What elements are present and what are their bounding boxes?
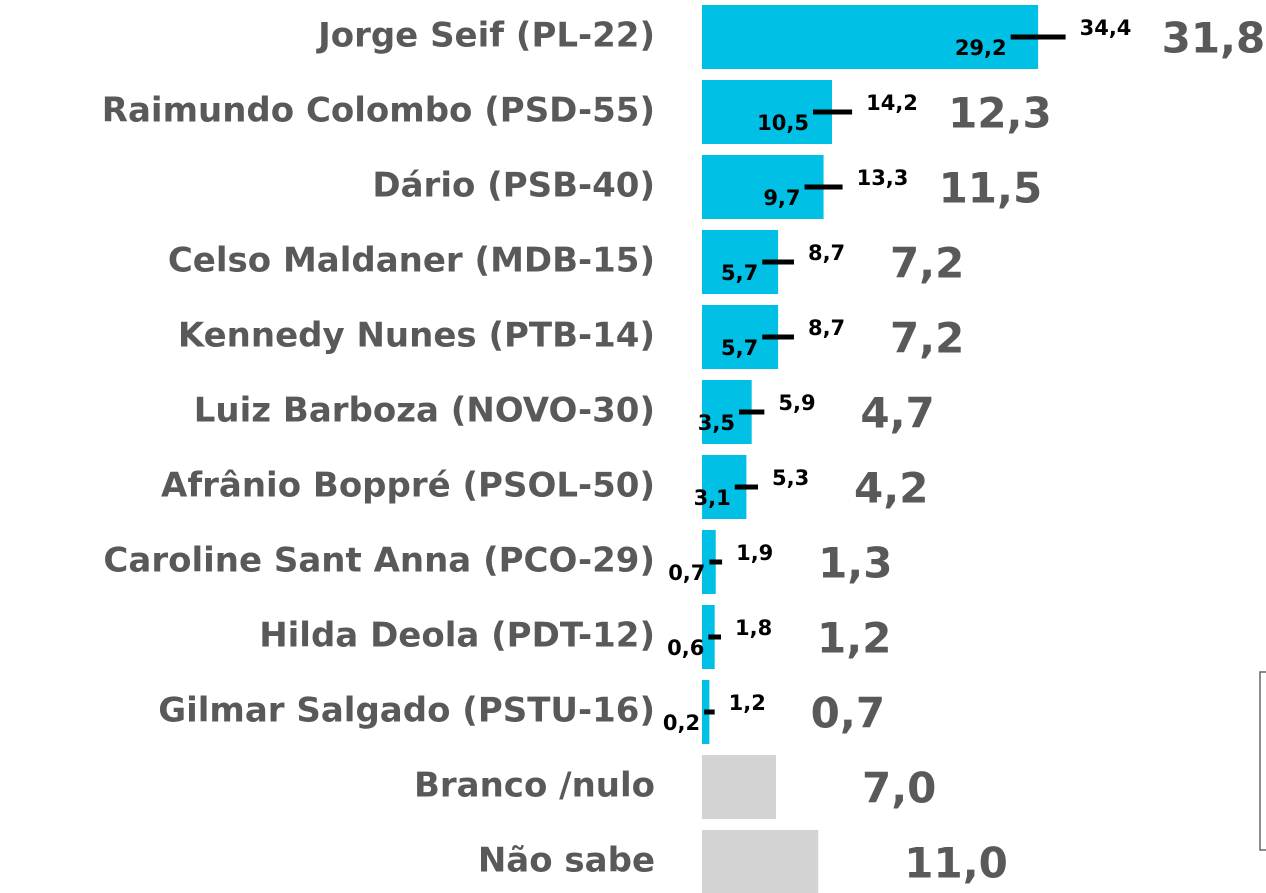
lower-label: 5,7	[721, 336, 758, 360]
category-label: Caroline Sant Anna (PCO-29)	[103, 541, 655, 581]
lower-label: 29,2	[955, 36, 1007, 60]
value-label: 11,0	[904, 839, 1008, 888]
category-label: Gilmar Salgado (PSTU-16)	[158, 691, 655, 731]
upper-label: 1,9	[736, 541, 773, 565]
category-label: Raimundo Colombo (PSD-55)	[102, 91, 655, 131]
lower-label: 0,2	[663, 711, 700, 735]
value-label: 12,3	[948, 89, 1052, 138]
category-label: Jorge Seif (PL-22)	[316, 16, 655, 56]
value-label: 7,2	[890, 314, 964, 363]
value-label: 7,2	[890, 239, 964, 288]
lower-label: 5,7	[721, 261, 758, 285]
bar	[702, 5, 1039, 69]
upper-label: 8,7	[808, 316, 845, 340]
upper-label: 1,8	[735, 616, 772, 640]
value-label: 1,2	[817, 614, 891, 663]
value-label: 4,7	[860, 389, 934, 438]
lower-label: 3,5	[698, 411, 735, 435]
lower-label: 0,6	[667, 636, 704, 660]
upper-label: 8,7	[808, 241, 845, 265]
value-label: 31,8	[1162, 14, 1266, 63]
lower-label: 9,7	[763, 186, 800, 210]
lower-label: 10,5	[757, 111, 809, 135]
bar	[702, 755, 776, 819]
upper-label: 14,2	[866, 91, 918, 115]
upper-label: 1,2	[729, 691, 766, 715]
upper-label: 34,4	[1080, 16, 1132, 40]
category-label: Dário (PSB-40)	[372, 166, 655, 206]
bar	[702, 830, 819, 893]
category-label: Não sabe	[478, 841, 655, 881]
upper-label: 13,3	[857, 166, 909, 190]
category-label: Celso Maldaner (MDB-15)	[168, 241, 655, 281]
category-label: Hilda Deola (PDT-12)	[259, 616, 655, 656]
category-label: Branco /nulo	[414, 766, 655, 806]
category-label: Afrânio Boppré (PSOL-50)	[161, 466, 655, 506]
category-label: Kennedy Nunes (PTB-14)	[178, 316, 655, 356]
value-label: 0,7	[811, 689, 885, 738]
bar	[702, 155, 824, 219]
upper-label: 5,9	[778, 391, 815, 415]
bar	[702, 530, 716, 594]
lower-label: 3,1	[694, 486, 731, 510]
lower-label: 0,7	[668, 561, 705, 585]
upper-label: 5,3	[772, 466, 809, 490]
legend-box	[1259, 671, 1266, 851]
bar	[702, 80, 833, 144]
value-label: 7,0	[862, 764, 936, 813]
value-label: 11,5	[939, 164, 1043, 213]
value-label: 1,3	[818, 539, 892, 588]
value-label: 4,2	[854, 464, 928, 513]
category-label: Luiz Barboza (NOVO-30)	[194, 391, 655, 431]
